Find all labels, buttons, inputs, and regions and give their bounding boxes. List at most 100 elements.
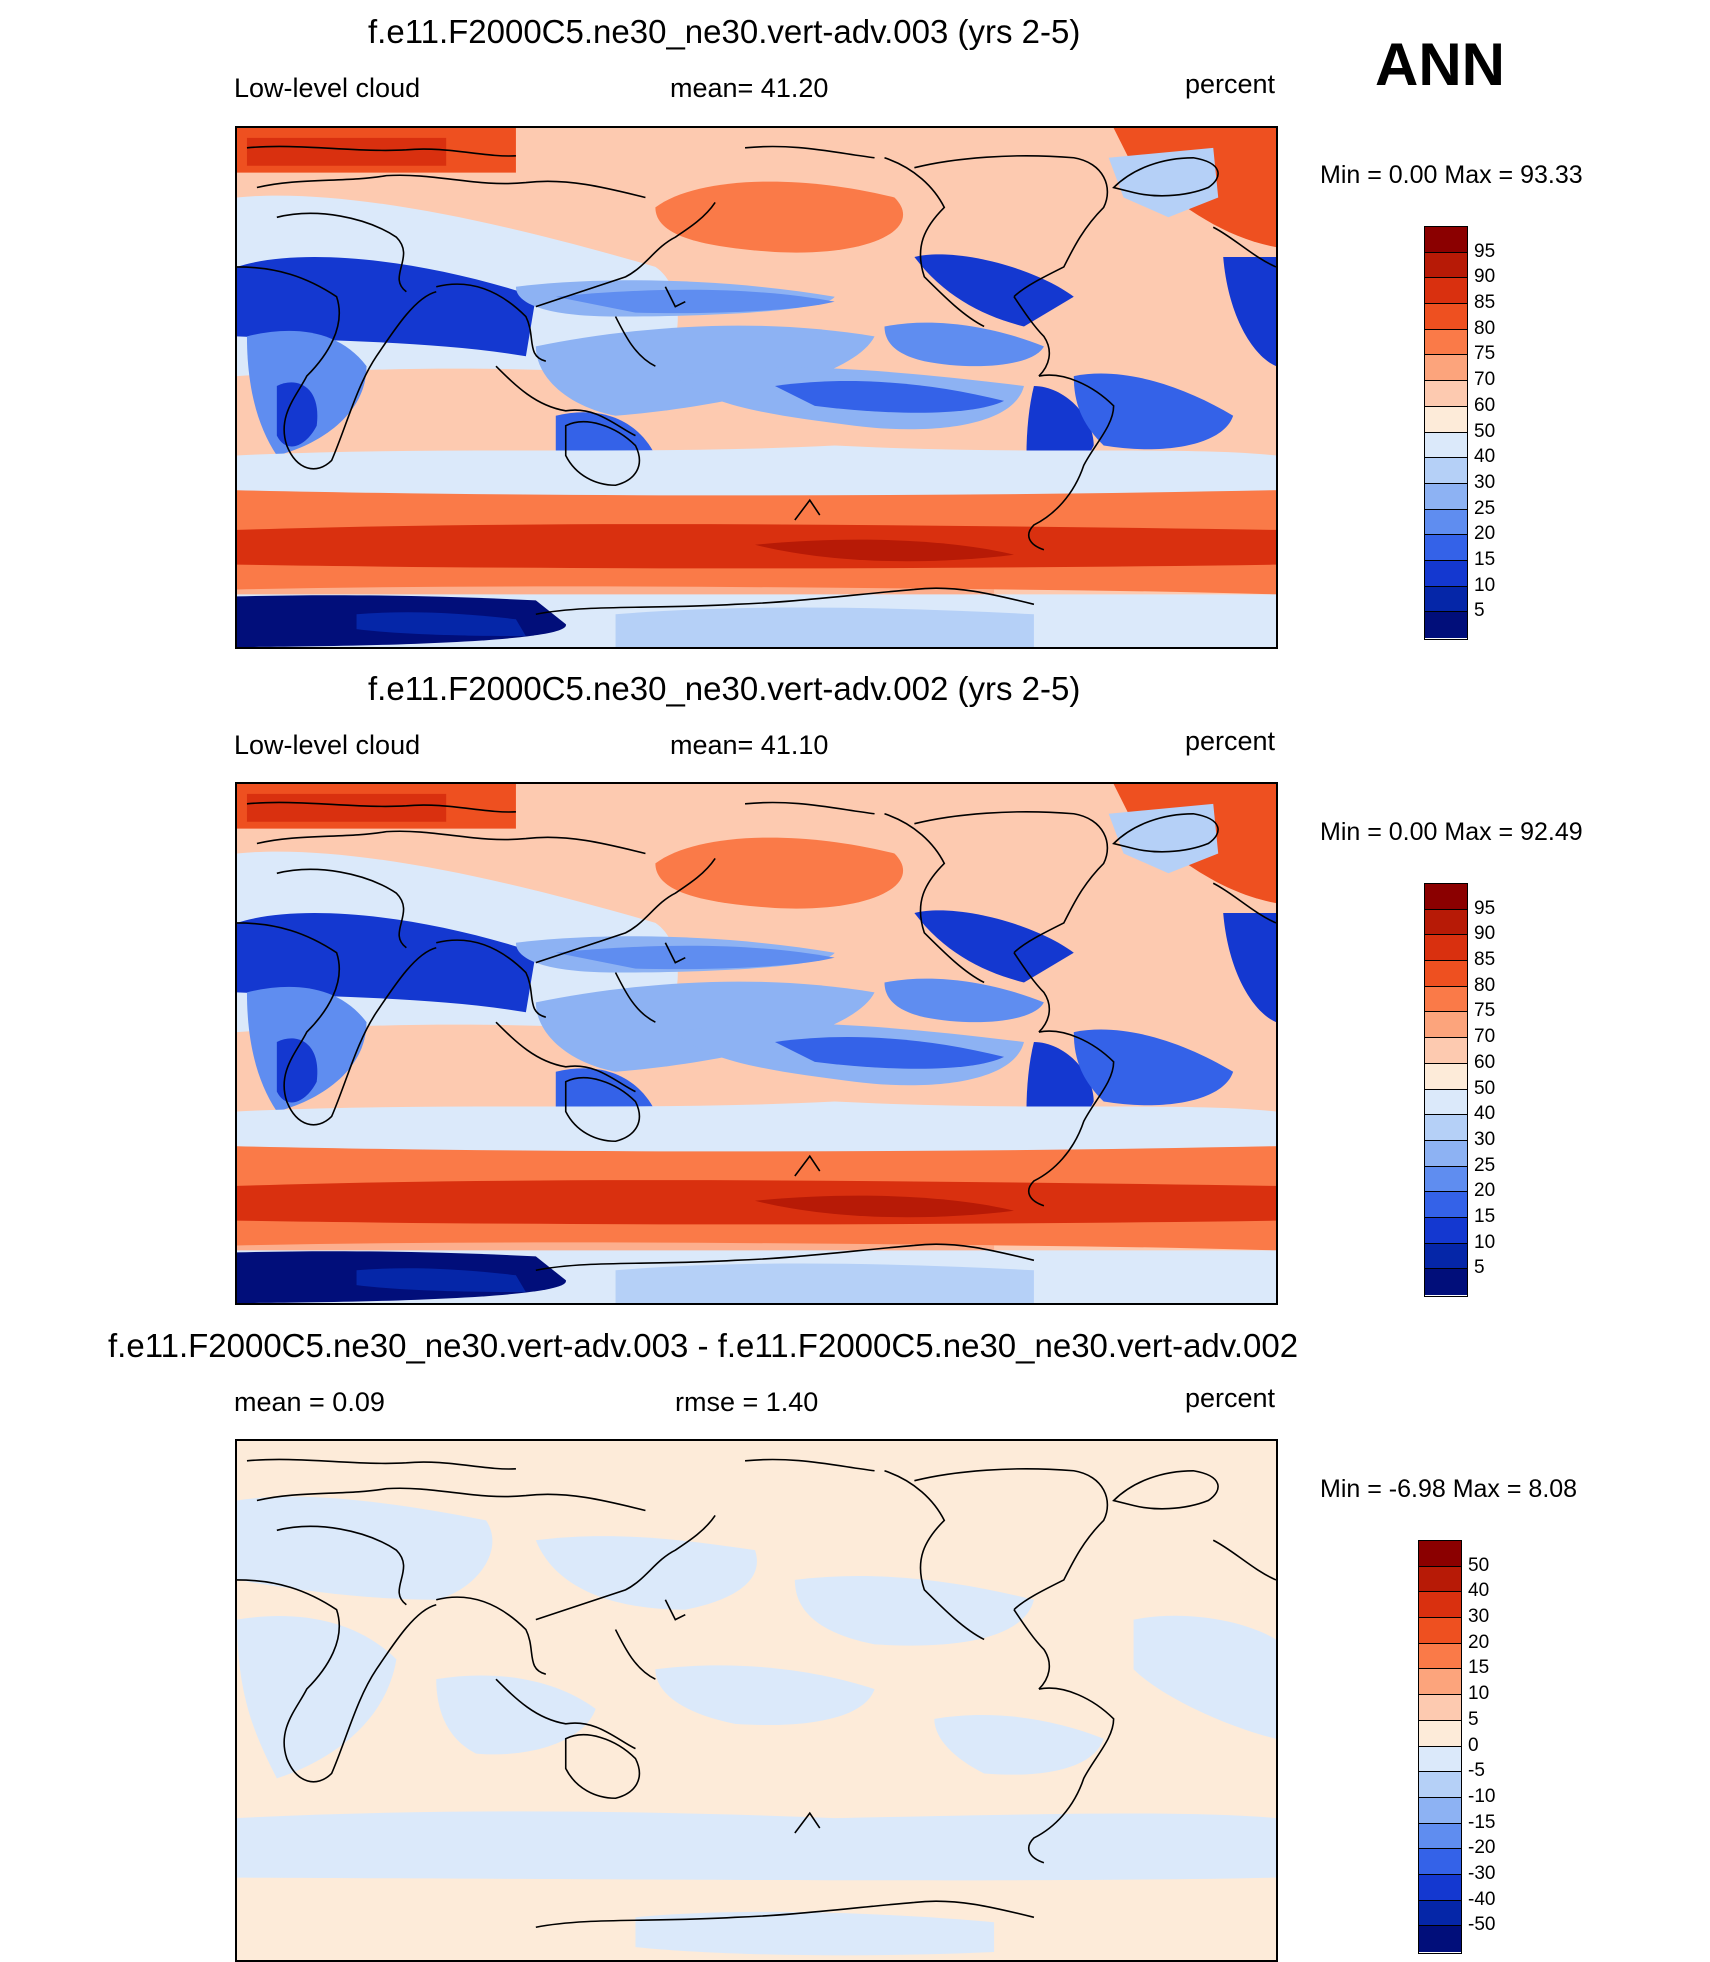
colorbar-tick-label: 30	[1474, 471, 1496, 493]
coastline	[535, 587, 1035, 616]
colorbar-swatch	[1425, 304, 1467, 330]
colorbar-tick-label: 70	[1474, 369, 1496, 391]
colorbar-swatch	[1425, 884, 1467, 910]
colorbar-tick-label: 25	[1474, 1154, 1496, 1176]
field-contour-region	[555, 945, 835, 970]
colorbar-swatch	[1419, 1643, 1461, 1670]
colorbar-swatch	[1425, 432, 1467, 459]
field-contour-region	[1223, 257, 1276, 367]
panel-2-map	[235, 782, 1278, 1305]
coastline	[246, 1458, 516, 1470]
panel-2-variable-label: Low-level cloud	[234, 730, 421, 760]
colorbar-swatch	[1419, 1926, 1461, 1952]
field-contour-region	[1108, 803, 1219, 874]
colorbar-tick-label: 15	[1474, 548, 1496, 570]
coastline	[276, 868, 407, 949]
colorbar-tick-label: 5	[1474, 600, 1485, 622]
panel-1-variable-label: Low-level cloud	[234, 73, 421, 103]
coastline	[794, 498, 821, 521]
colorbar-tick-label: 25	[1474, 497, 1496, 519]
coastline	[744, 145, 875, 159]
panel-3-units-label: percent	[1185, 1383, 1276, 1413]
field-contour-region	[246, 137, 447, 166]
colorbar-tick-label: 5	[1468, 1708, 1479, 1730]
colorbar-tick-label: 30	[1468, 1606, 1490, 1628]
field-contour-region	[436, 1675, 596, 1755]
coastline	[1027, 374, 1115, 551]
colorbar-swatch	[1425, 535, 1467, 561]
coastline	[237, 922, 437, 1126]
field-contour-region	[755, 539, 1015, 562]
field-contour-region	[884, 978, 1044, 1023]
coastline	[744, 1458, 875, 1472]
coastline	[794, 1811, 821, 1834]
colorbar-swatch	[1419, 1566, 1461, 1593]
colorbar-swatch	[1419, 1823, 1461, 1850]
coastline	[664, 286, 686, 308]
coastline	[256, 1487, 646, 1512]
coastline	[1112, 812, 1219, 853]
colorbar-tick-label: 40	[1474, 446, 1496, 468]
field-contour-region	[276, 1038, 318, 1103]
panel-3-minmax: Min = -6.98 Max = 8.08	[1320, 1475, 1578, 1503]
coastline	[436, 939, 547, 1018]
coastline	[564, 1734, 641, 1800]
colorbar-swatch	[1419, 1720, 1461, 1747]
colorbar-swatch	[1425, 1063, 1467, 1090]
colorbar-tick-label: 95	[1474, 897, 1496, 919]
colorbar-swatch	[1425, 483, 1467, 510]
field-contour-region	[237, 445, 1276, 498]
panel-3-colorbar	[1418, 1540, 1462, 1954]
field-contour-region	[237, 524, 1276, 569]
coastline	[1112, 156, 1219, 197]
colorbar-swatch	[1425, 586, 1467, 613]
panel-1-colorbar	[1424, 226, 1468, 640]
colorbar-swatch	[1425, 355, 1467, 382]
colorbar-tick-label: 80	[1474, 974, 1496, 996]
coastline	[1212, 1539, 1276, 1581]
colorbar-swatch	[1425, 509, 1467, 536]
coastline	[1013, 296, 1051, 377]
colorbar-tick-label: 30	[1474, 1128, 1496, 1150]
colorbar-tick-label: 5	[1474, 1257, 1485, 1279]
panel-1-map-field	[237, 128, 1276, 647]
field-contour-region	[655, 837, 904, 909]
colorbar-swatch	[1425, 1038, 1467, 1064]
colorbar-swatch	[1419, 1797, 1461, 1824]
coastline	[1112, 1469, 1219, 1510]
coastline	[495, 365, 636, 437]
coastline	[535, 1514, 716, 1621]
coastline	[914, 1468, 1109, 1611]
field-contour-region	[276, 382, 318, 447]
colorbar-swatch	[1425, 612, 1467, 638]
field-contour-region	[914, 254, 1074, 327]
colorbar-swatch	[1419, 1746, 1461, 1773]
colorbar-tick-label: 40	[1468, 1580, 1490, 1602]
field-contour-region	[774, 1037, 1005, 1069]
colorbar-swatch	[1419, 1900, 1461, 1927]
panel-3-title: f.e11.F2000C5.ne30_ne30.vert-adv.003 - f…	[108, 1327, 1299, 1364]
colorbar-tick-label: 75	[1474, 1000, 1496, 1022]
colorbar-tick-label: 50	[1474, 1077, 1496, 1099]
coastline	[246, 145, 516, 157]
coastline	[1013, 952, 1051, 1033]
coastline	[256, 830, 646, 855]
colorbar-tick-label: 50	[1468, 1554, 1490, 1576]
field-contour-region	[1133, 1615, 1276, 1739]
coastline	[495, 1021, 636, 1093]
colorbar-swatch	[1425, 1115, 1467, 1141]
coastline	[1212, 226, 1276, 268]
colorbar-tick-label: 75	[1474, 343, 1496, 365]
coastline	[914, 155, 1109, 298]
colorbar-swatch	[1425, 406, 1467, 433]
coastline	[237, 266, 437, 470]
colorbar-tick-label: -40	[1468, 1888, 1496, 1910]
field-contour-region	[794, 1576, 1034, 1646]
panel-3-rmse-label: rmse = 1.40	[675, 1387, 819, 1417]
coastline	[1013, 1609, 1051, 1690]
panel-1-units-label: percent	[1185, 69, 1276, 99]
colorbar-swatch	[1425, 909, 1467, 936]
colorbar-tick-label: 95	[1474, 240, 1496, 262]
field-contour-region	[237, 1496, 493, 1600]
panel-3-map-field	[237, 1441, 1276, 1960]
